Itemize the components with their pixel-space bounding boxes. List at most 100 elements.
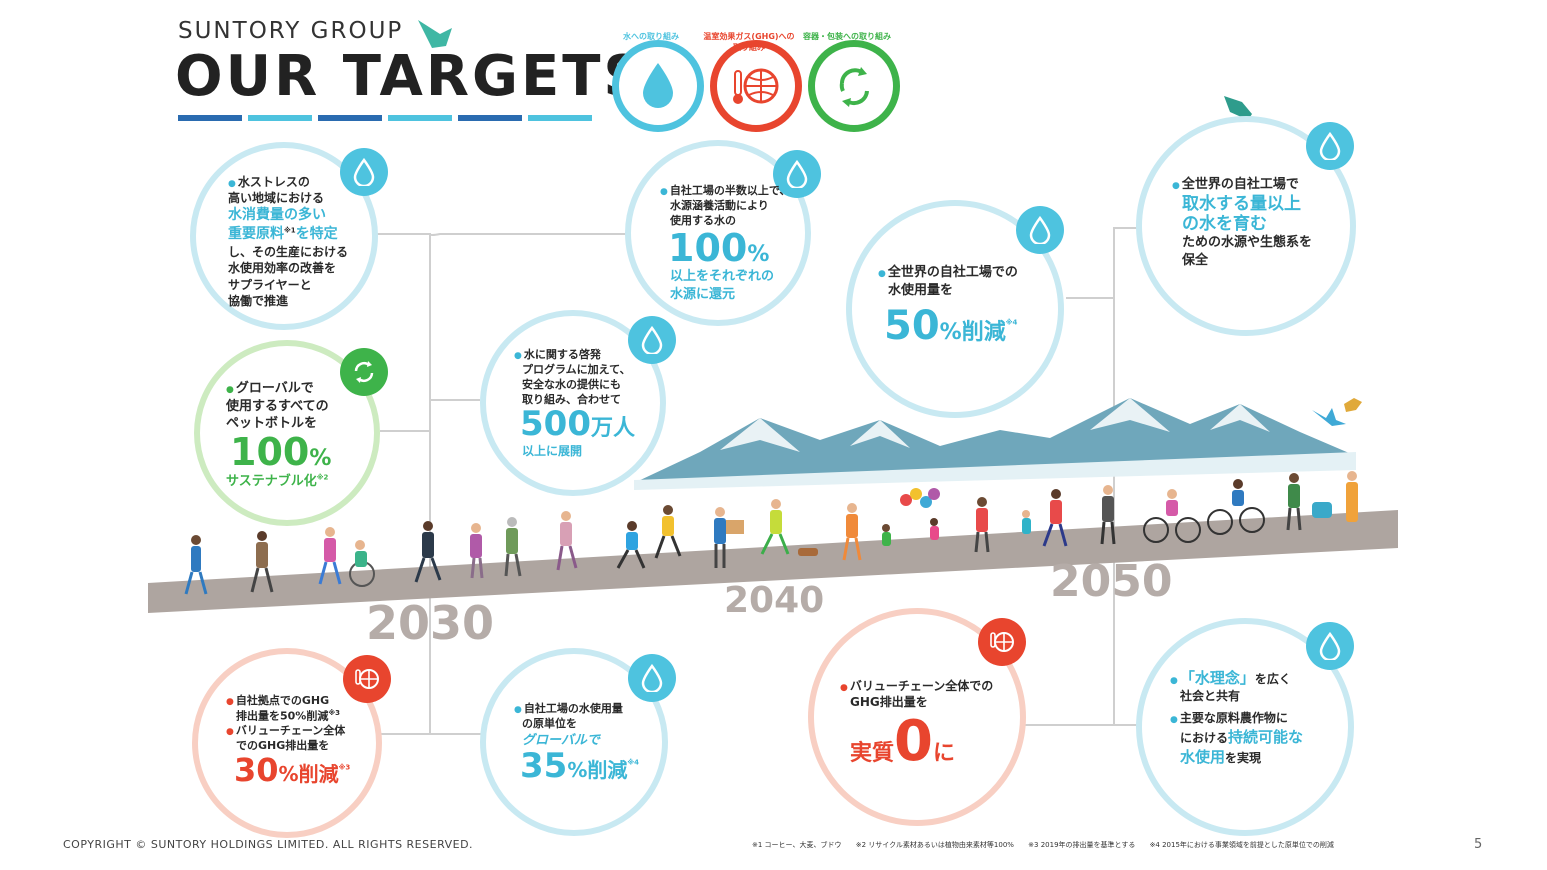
target-philosophy-badge	[1306, 622, 1354, 670]
ghg-2030-unit: %削減	[278, 762, 339, 787]
target-education-text: 水に関する啓発 プログラムに加えて、 安全な水の提供にも 取り組み、合わせて 5…	[514, 348, 664, 459]
replenish-line3: 使用する水の	[670, 213, 736, 227]
target-water-50-circle	[846, 200, 1064, 418]
target-ghg-2030-text: 自社拠点でのGHG 排出量を50%削減 ※3 バリューチェーン全体 でのGHG排出…	[226, 694, 376, 788]
recycle-icon	[839, 67, 869, 107]
ghg-2030-note: ※3	[338, 763, 351, 772]
education-line1: 水に関する啓発	[514, 348, 664, 363]
water-positive-line2: ための水源や生態系を	[1182, 235, 1313, 251]
water-positive-hl2: の水を育む	[1182, 213, 1267, 234]
target-water-stress-text: 水ストレスの 高い地域における 水消費量の多い 重要原料※1を特定 し、その生産…	[228, 174, 378, 309]
water-stress-line4: 水使用効率の改善を	[228, 261, 337, 276]
pet-bottles-tail: サステナブル化	[226, 473, 317, 489]
water-35-note: ※4	[627, 758, 640, 767]
water-drop-icon	[786, 160, 808, 188]
ghg-2030-big: 30	[234, 751, 279, 790]
ghg-2030-b2-line2: でのGHG排出量を	[236, 739, 330, 753]
pet-bottles-line3: ペットボトルを	[226, 416, 318, 432]
ghg-2030-b2-line1: バリューチェーン全体	[226, 724, 376, 739]
water-50-line2: 水使用量を	[888, 282, 954, 298]
water-drop-icon	[1029, 216, 1051, 244]
ghg-2030-b1-line1: 自社拠点でのGHG	[226, 694, 376, 709]
net-zero-line1: バリューチェーン全体での	[840, 678, 1020, 694]
water-35-big: 35	[520, 746, 568, 787]
water-drop-icon	[641, 664, 663, 692]
year-2040: 2040	[724, 580, 825, 621]
title-underline	[178, 115, 592, 121]
water-pillar-pin: 水への取り組み	[612, 32, 704, 132]
water-stress-hl3: を特定	[295, 226, 338, 243]
target-pet-bottles-text: グローバルで 使用するすべての ペットボトルを 100% サステナブル化※2	[226, 380, 376, 490]
target-net-zero-text: バリューチェーン全体での GHG排出量を 実質0に	[840, 678, 1020, 770]
water-positive-line1: 全世界の自社工場で	[1172, 176, 1342, 194]
water-stress-hl2: 重要原料	[228, 226, 284, 243]
target-net-zero-badge	[978, 618, 1026, 666]
ghg-pillar-pin: 温室効果ガス(GHG)への取り組み	[703, 32, 802, 132]
water-50-unit: %削減	[939, 320, 1006, 346]
net-zero-post: に	[932, 741, 955, 767]
road	[148, 510, 1398, 613]
water-50-big: 50	[884, 303, 940, 350]
globe-thermometer-icon	[733, 68, 779, 104]
philosophy-b2-line1: 主要な原料農作物に	[1170, 710, 1342, 726]
birds	[418, 20, 1362, 426]
pet-bottles-note: ※2	[316, 473, 329, 482]
water-drop-icon	[1319, 632, 1341, 660]
replenish-unit: %	[747, 241, 770, 267]
philosophy-b1-line2: 社会と共有	[1180, 689, 1241, 704]
water-stress-line6: 協働で推進	[228, 293, 289, 308]
footnote-3: ※3 2019年の排出量を基準とする	[1028, 841, 1136, 849]
philosophy-b1-tail: を広く	[1254, 672, 1291, 686]
education-tail: 以上に展開	[522, 444, 583, 459]
target-water-positive-badge	[1306, 122, 1354, 170]
philosophy-b2-pre: における	[1180, 730, 1229, 745]
target-water-positive-text: 全世界の自社工場で 取水する量以上 の水を育む ための水源や生態系を 保全	[1172, 176, 1342, 269]
year-2050: 2050	[1050, 556, 1173, 607]
year-2030: 2030	[366, 596, 495, 650]
water-stress-line3: し、その生産における	[228, 245, 349, 260]
target-ghg-2030-circle	[192, 648, 382, 838]
philosophy-b2-hl2: 水使用	[1180, 747, 1226, 766]
footnote-4: ※4 2015年における事業領域を前提とした原単位での削減	[1149, 841, 1334, 849]
target-water-50-text: 全世界の自社工場での 水使用量を 50%削減※4	[878, 264, 1048, 347]
pet-bottles-line1: グローバルで	[226, 380, 376, 398]
water-drop-icon	[641, 326, 663, 354]
ghg-pillar-caption: 温室効果ガス(GHG)への取り組み	[703, 32, 795, 52]
education-unit: 万人	[590, 416, 635, 442]
target-water-35-text: 自社工場の水使用量 の原単位を グローバルで 35%削減※4	[514, 702, 664, 785]
water-drop-icon	[1319, 132, 1341, 160]
education-line4: 取り組み、合わせて	[522, 392, 621, 406]
water-35-hl: グローバルで	[522, 732, 600, 748]
page-title: OUR TARGETS	[175, 44, 647, 109]
target-philosophy-text: 「水理念」を広く 社会と共有 主要な原料農作物に における持続可能な 水使用を実…	[1170, 668, 1342, 767]
water-stress-line5: サプライヤーと	[228, 277, 312, 292]
water-positive-hl1: 取水する量以上	[1182, 193, 1301, 214]
target-replenish-circle	[625, 140, 811, 326]
net-zero-pre: 実質	[850, 741, 895, 767]
philosophy-b2-tail: を実現	[1225, 750, 1262, 765]
replenish-tail1: 以上をそれぞれの	[670, 269, 775, 285]
globe-thermometer-icon	[355, 669, 379, 689]
footnote-1: ※1 コーヒー、大麦、ブドウ	[752, 841, 842, 849]
walkers	[184, 471, 1358, 595]
water-positive-line3: 保全	[1182, 252, 1209, 268]
water-50-note: ※4	[1005, 318, 1018, 327]
ghg-2030-b1-line2: 排出量を50%削減	[236, 709, 329, 723]
copyright: COPYRIGHT © SUNTORY HOLDINGS LIMITED. AL…	[63, 838, 474, 851]
footnote-2: ※2 リサイクル素材あるいは植物由来素材等100%	[855, 841, 1014, 849]
packaging-pillar-caption: 容器・包装への取り組み	[803, 32, 891, 41]
page-number: 5	[1474, 837, 1483, 852]
water-stress-line1: 水ストレスの	[228, 174, 378, 190]
water-stress-line2: 高い地域における	[228, 191, 325, 206]
pet-bottles-big: 100	[230, 429, 310, 474]
education-big: 500	[520, 404, 591, 445]
pet-bottles-unit: %	[309, 445, 332, 471]
education-line3: 安全な水の提供にも	[522, 377, 621, 391]
water-drop-icon	[643, 63, 673, 108]
water-35-line1: 自社工場の水使用量	[514, 702, 664, 717]
net-zero-line2: GHG排出量を	[850, 695, 928, 710]
target-replenish-text: 自社工場の半数以上で、 水源涵養活動により 使用する水の 100% 以上をそれぞ…	[660, 184, 810, 304]
brand-name: SUNTORY GROUP	[178, 18, 404, 44]
target-water-35-badge	[628, 654, 676, 702]
